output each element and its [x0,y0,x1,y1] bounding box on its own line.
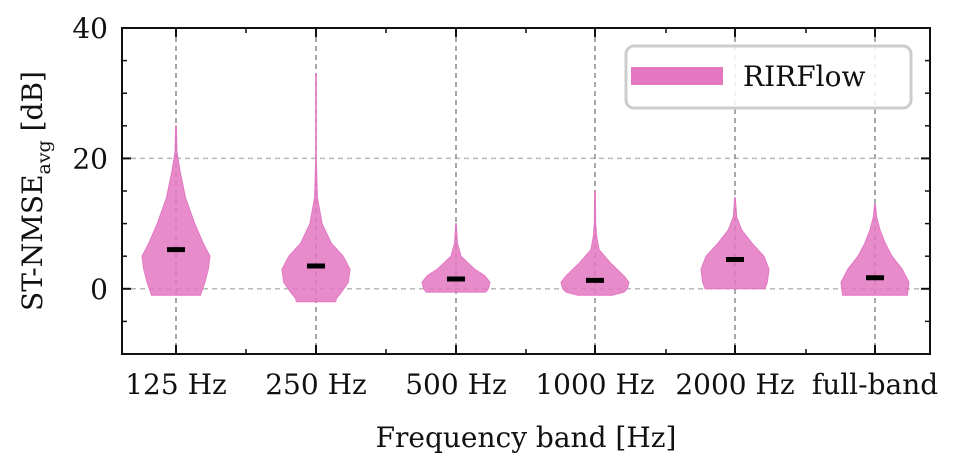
violin-250-hz [281,73,351,303]
x-tick-label: 500 Hz [405,368,507,401]
tick-label-layer: 0 20 40 125 Hz 250 Hz 500 Hz 1000 Hz 2000 Hz ful… [72,12,938,401]
y-axis-label-subscript: avg [33,140,55,174]
y-axis-label: ST-NMSEavg [dB] [16,71,55,311]
legend-swatch-rirflow [631,67,723,85]
violin-layer [141,73,910,303]
x-axis-label: Frequency band [Hz] [376,421,677,454]
y-axis-label-unit: [dB] [16,71,49,140]
legend: RIRFlow [624,44,913,110]
y-axis-label-main: ST-NMSE [16,174,49,311]
tick-layer [122,27,930,355]
y-tick-label: 20 [72,142,108,175]
x-tick-label: 2000 Hz [675,368,794,401]
y-tick-label: 0 [90,273,108,306]
x-tick-label: 1000 Hz [535,368,654,401]
median-layer [167,247,884,283]
legend-box [624,44,913,110]
x-tick-label: 125 Hz [125,368,227,401]
violin-full-band [840,203,910,296]
legend-label-rirflow: RIRFlow [743,60,865,93]
violin-125-hz [141,125,211,296]
violin-1000-hz [560,190,630,296]
x-tick-label: full-band [812,368,938,401]
y-tick-label: 40 [72,12,108,45]
violin-2000-hz [700,197,770,290]
x-tick-label: 250 Hz [265,368,367,401]
violin-500-hz [421,223,491,293]
